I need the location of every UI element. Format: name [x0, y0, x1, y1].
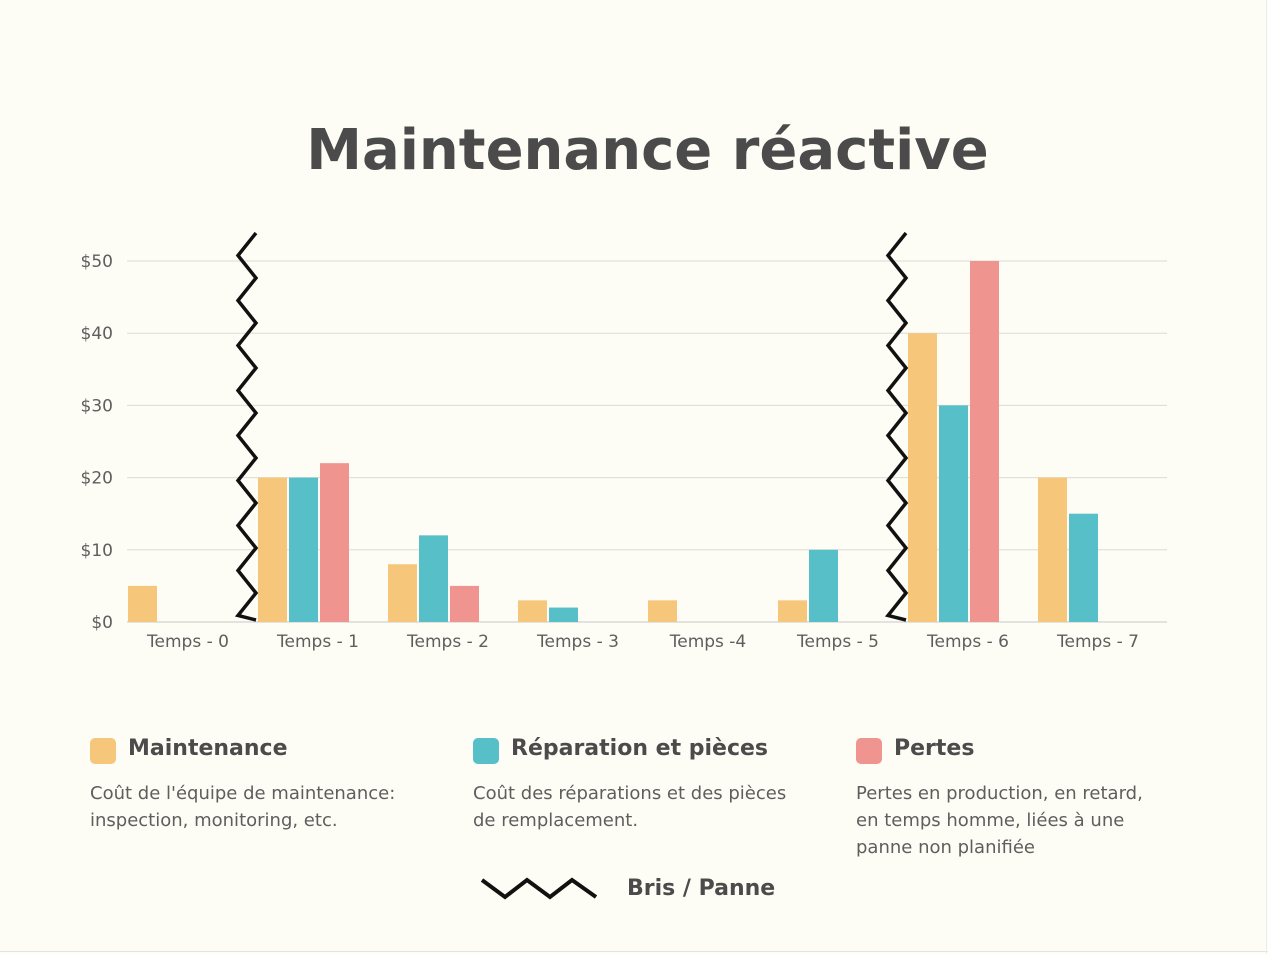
x-tick-label: Temps - 6: [926, 632, 1009, 652]
bar: [258, 477, 287, 622]
bar: [778, 600, 807, 622]
legend-name: Réparation et pièces: [511, 736, 769, 761]
legend-description: Coût des réparations et des pièces de re…: [473, 783, 787, 831]
y-tick-label: $50: [81, 252, 113, 272]
breakdown-zigzag: [234, 231, 259, 622]
y-tick-label: $20: [81, 469, 113, 489]
bar: [128, 585, 157, 622]
y-tick-label: $30: [81, 396, 113, 416]
bar: [450, 585, 479, 622]
breakdown-markers: [234, 231, 909, 622]
bar: [908, 333, 937, 622]
y-tick-label: $10: [81, 541, 113, 561]
legend-description: Coût de l'équipe de maintenance: inspect…: [90, 783, 396, 831]
legend-swatch-reparation: [473, 738, 499, 764]
bar: [970, 261, 999, 622]
x-tick-label: Temps - 0: [146, 632, 229, 652]
bar: [549, 607, 578, 622]
legend-name: Pertes: [894, 736, 975, 761]
bars: [128, 261, 1098, 622]
x-tick-label: Temps - 5: [796, 632, 879, 652]
legend-name: Maintenance: [128, 736, 288, 761]
legend-item-breakdown: Bris / Panne: [480, 872, 800, 906]
bar: [809, 549, 838, 622]
bar-chart: $0$10$20$30$40$50 Temps - 0 Temps - 1 Temp…: [81, 231, 1167, 652]
bottom-border: [0, 951, 1268, 952]
legend-description: Pertes en production, en retard, en temp…: [856, 783, 1143, 858]
legend-swatch-pertes: [856, 738, 882, 764]
x-tick-label: Temps - 3: [536, 632, 619, 652]
bar: [518, 600, 547, 622]
x-tick-label: Temps - 1: [276, 632, 359, 652]
bar: [388, 564, 417, 622]
legend-swatch-maintenance: [90, 738, 116, 764]
breakdown-label: Bris / Panne: [627, 876, 776, 901]
x-tick-label: Temps - 2: [406, 632, 489, 652]
x-axis-ticks: Temps - 0 Temps - 1 Temps - 2 Temps - 3 Temp…: [146, 632, 1139, 652]
y-tick-label: $40: [81, 324, 113, 344]
x-tick-label: Temps - 7: [1056, 632, 1139, 652]
bar: [1038, 477, 1067, 622]
y-axis-ticks: $0 $10 $20 $30 $40 $50: [81, 252, 113, 633]
bar: [289, 477, 318, 622]
bar: [648, 600, 677, 622]
breakdown-zigzag: [884, 231, 909, 622]
y-tick-label: $0: [91, 613, 113, 633]
bar: [939, 405, 968, 622]
zigzag-icon: [480, 877, 598, 900]
x-tick-label: Temps -4: [669, 632, 747, 652]
right-border: [1266, 0, 1267, 954]
bar: [419, 535, 448, 622]
chart-title: Maintenance réactive: [306, 118, 989, 183]
bar: [1069, 513, 1098, 622]
bar: [320, 463, 349, 622]
